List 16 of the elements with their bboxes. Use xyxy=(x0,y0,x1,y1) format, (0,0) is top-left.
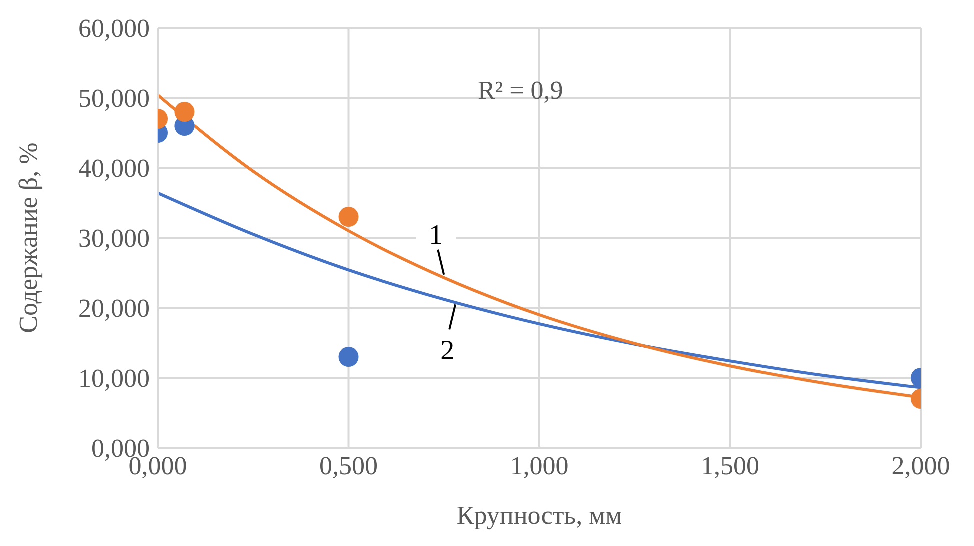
x-axis-title: Крупность, мм xyxy=(456,501,622,530)
y-tick-label: 60,000 xyxy=(78,14,150,44)
annotation: R² = 0,9 xyxy=(478,76,564,106)
x-tick-label: 1,000 xyxy=(510,451,569,480)
x-tick-label: 2,000 xyxy=(892,451,950,480)
y-tick-label: 10,000 xyxy=(78,364,150,394)
y-tick-label: 30,000 xyxy=(78,224,150,254)
annotation: 1 xyxy=(429,220,444,251)
x-tick-label: 1,500 xyxy=(701,451,760,480)
y-tick-label: 20,000 xyxy=(78,294,150,324)
line-series xyxy=(158,192,921,390)
annotation: 2 xyxy=(440,336,455,367)
y-tick-label: 40,000 xyxy=(78,154,150,184)
y-axis-title: Содержание β, % xyxy=(14,142,44,334)
y-tick-label: 50,000 xyxy=(78,84,150,114)
x-tick-label: 0,500 xyxy=(320,451,378,480)
